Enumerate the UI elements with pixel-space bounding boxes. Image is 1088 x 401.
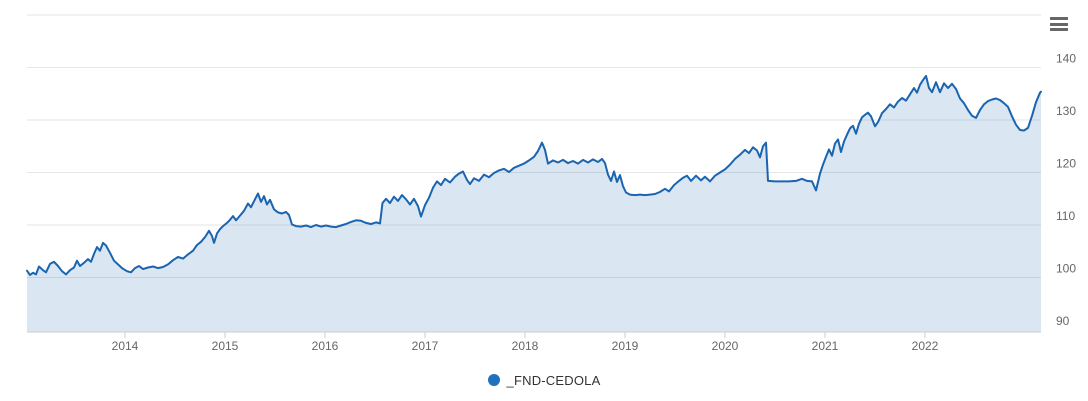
y-axis-label: 110 [1056,209,1075,223]
legend-item[interactable]: _FND-CEDOLA [487,372,601,388]
x-axis-label: 2018 [512,339,539,353]
y-axis-label: 90 [1056,314,1070,328]
y-axis-label: 100 [1056,262,1076,276]
series-area [27,75,1041,333]
x-axis-label: 2021 [812,339,839,353]
x-axis-label: 2016 [312,339,339,353]
hamburger-icon [1050,28,1068,31]
x-axis-label: 2017 [412,339,439,353]
hamburger-icon [1050,17,1068,20]
context-menu-button[interactable] [1050,15,1072,33]
legend-label: _FND-CEDOLA [506,372,601,388]
series-line [26,74,1042,276]
hamburger-icon [1050,22,1068,26]
legend: _FND-CEDOLA [0,368,1088,392]
x-axis-label: 2014 [112,339,139,353]
x-axis-label: 2020 [712,339,739,353]
y-axis-label: 140 [1056,52,1076,66]
x-axis-label: 2022 [912,339,939,353]
legend-marker-icon [487,374,500,386]
y-axis-label: 120 [1056,157,1076,171]
y-axis-label: 130 [1056,104,1076,118]
x-axis-label: 2015 [212,339,239,353]
x-axis-label: 2019 [612,339,639,353]
